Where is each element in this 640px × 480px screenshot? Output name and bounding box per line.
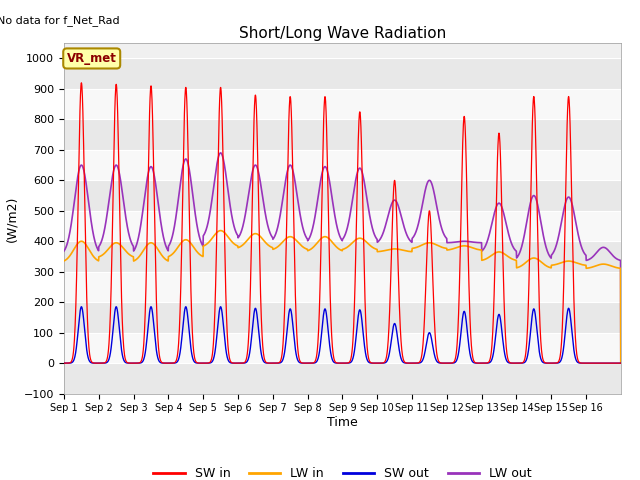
Bar [64,241,621,272]
Bar [64,180,621,211]
Bar [64,89,621,120]
X-axis label: Time: Time [327,416,358,429]
Bar [64,59,621,89]
Bar [64,302,621,333]
Legend: SW in, LW in, SW out, LW out: SW in, LW in, SW out, LW out [148,462,536,480]
Text: No data for f_Net_Rad: No data for f_Net_Rad [0,15,120,26]
Bar [64,211,621,241]
Text: VR_met: VR_met [67,52,116,65]
Y-axis label: (W/m2): (W/m2) [5,195,19,241]
Title: Short/Long Wave Radiation: Short/Long Wave Radiation [239,25,446,41]
Bar [64,363,621,394]
Bar [64,120,621,150]
Bar [64,272,621,302]
Bar [64,333,621,363]
Bar [64,150,621,180]
